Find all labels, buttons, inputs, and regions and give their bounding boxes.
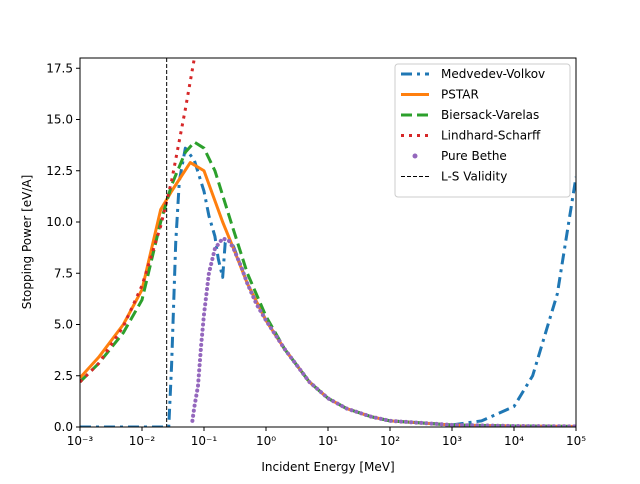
y-tick-label: 17.5 <box>46 61 73 75</box>
y-tick-label: 10.0 <box>46 215 73 229</box>
legend-label: Lindhard-Scharff <box>441 129 541 143</box>
y-tick-label: 15.0 <box>46 113 73 127</box>
x-tick-label: 10⁻² <box>129 434 156 448</box>
series-line <box>80 161 576 427</box>
x-tick-label: 10³ <box>442 434 462 448</box>
y-axis-label: Stopping Power [eV/A] <box>20 175 34 310</box>
series-line <box>80 58 196 383</box>
plot-area <box>80 58 576 427</box>
y-tick-label: 0.0 <box>54 420 73 434</box>
x-tick-label: 10⁴ <box>504 434 524 448</box>
legend-box <box>394 63 571 198</box>
y-tick-label: 12.5 <box>46 164 73 178</box>
legend-label: PSTAR <box>441 88 479 102</box>
x-tick-label: 10⁻³ <box>67 434 94 448</box>
series-line <box>80 140 576 427</box>
x-tick-label: 10² <box>380 434 400 448</box>
legend-swatch <box>412 153 418 159</box>
x-axis-label: Incident Energy [MeV] <box>261 460 394 474</box>
x-tick-label: 10¹ <box>318 434 338 448</box>
legend-label: Medvedev-Volkov <box>441 67 545 81</box>
y-tick-label: 5.0 <box>54 318 73 332</box>
series-line <box>190 236 576 427</box>
y-tick-label: 7.5 <box>54 266 73 280</box>
x-tick-label: 10⁻¹ <box>191 434 218 448</box>
legend-label: Pure Bethe <box>441 149 507 163</box>
x-tick-label: 10⁰ <box>256 434 276 448</box>
legend-label: L-S Validity <box>441 170 507 184</box>
legend-label: Biersack-Varelas <box>441 108 539 122</box>
y-tick-label: 2.5 <box>54 369 73 383</box>
legend: Medvedev-Volkov PSTAR Biersack-Varelas Lind… <box>394 63 571 198</box>
x-tick-label: 10⁵ <box>566 434 586 448</box>
